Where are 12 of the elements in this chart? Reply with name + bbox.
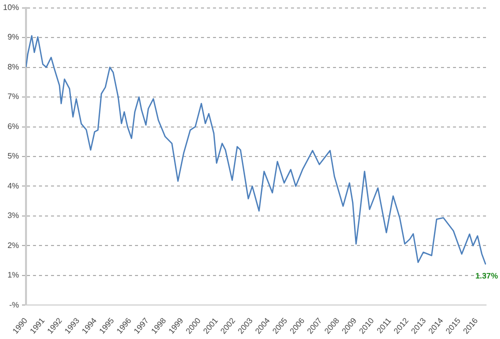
- y-tick-label: 3%: [7, 211, 20, 220]
- y-tick-label: 8%: [7, 62, 20, 72]
- y-tick-label: 7%: [7, 92, 20, 102]
- y-tick-label: 10%: [2, 3, 20, 12]
- y-tick-label: 1%: [7, 270, 20, 280]
- y-tick-label: 6%: [7, 122, 20, 131]
- annotation: 1.37%: [475, 272, 498, 281]
- y-tick-label: 5%: [7, 152, 20, 161]
- y-tick-label: 2%: [7, 240, 20, 250]
- y-tick-label: 9%: [7, 32, 20, 42]
- y-tick-label: 4%: [7, 181, 20, 190]
- y-tick-label: -%: [9, 300, 20, 310]
